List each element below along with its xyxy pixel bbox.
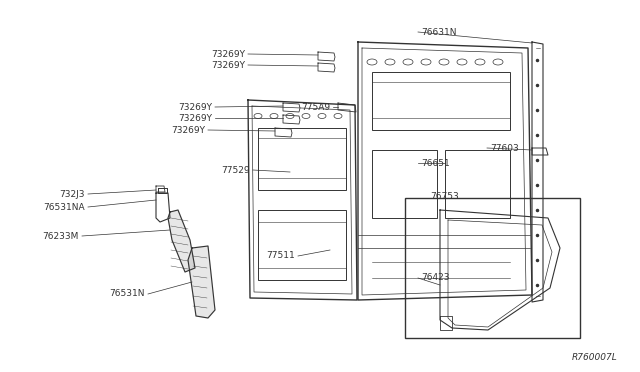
Text: 76651: 76651	[421, 158, 450, 167]
Ellipse shape	[254, 113, 262, 119]
Text: 77511: 77511	[266, 251, 295, 260]
Bar	[372, 72, 510, 130]
Text: 73269Y: 73269Y	[178, 113, 212, 122]
Bar	[258, 210, 346, 280]
Text: 73269Y: 73269Y	[171, 125, 205, 135]
Ellipse shape	[493, 59, 503, 65]
Text: 775A9: 775A9	[301, 103, 330, 112]
Ellipse shape	[457, 59, 467, 65]
Text: R760007L: R760007L	[572, 353, 618, 362]
Text: 77603: 77603	[490, 144, 519, 153]
Text: 76631N: 76631N	[421, 28, 456, 36]
Text: 73269Y: 73269Y	[211, 49, 245, 58]
Ellipse shape	[475, 59, 485, 65]
Bar	[405, 198, 580, 338]
Text: 73269Y: 73269Y	[178, 103, 212, 112]
Ellipse shape	[302, 113, 310, 119]
Text: 76753: 76753	[430, 192, 459, 201]
Polygon shape	[168, 210, 195, 272]
Text: 76233M: 76233M	[43, 231, 79, 241]
Bar	[445, 150, 510, 218]
Ellipse shape	[385, 59, 395, 65]
Ellipse shape	[286, 113, 294, 119]
Ellipse shape	[403, 59, 413, 65]
Polygon shape	[188, 246, 215, 318]
Text: 732J3: 732J3	[60, 189, 85, 199]
Text: 73269Y: 73269Y	[211, 61, 245, 70]
Text: 76531NA: 76531NA	[44, 202, 85, 212]
Ellipse shape	[421, 59, 431, 65]
Text: 77529: 77529	[221, 166, 250, 174]
Ellipse shape	[334, 113, 342, 119]
Ellipse shape	[439, 59, 449, 65]
Ellipse shape	[318, 113, 326, 119]
Ellipse shape	[270, 113, 278, 119]
Bar	[372, 150, 437, 218]
Text: 76423: 76423	[421, 273, 449, 282]
Text: 76531N: 76531N	[109, 289, 145, 298]
Ellipse shape	[367, 59, 377, 65]
Bar	[258, 128, 346, 190]
